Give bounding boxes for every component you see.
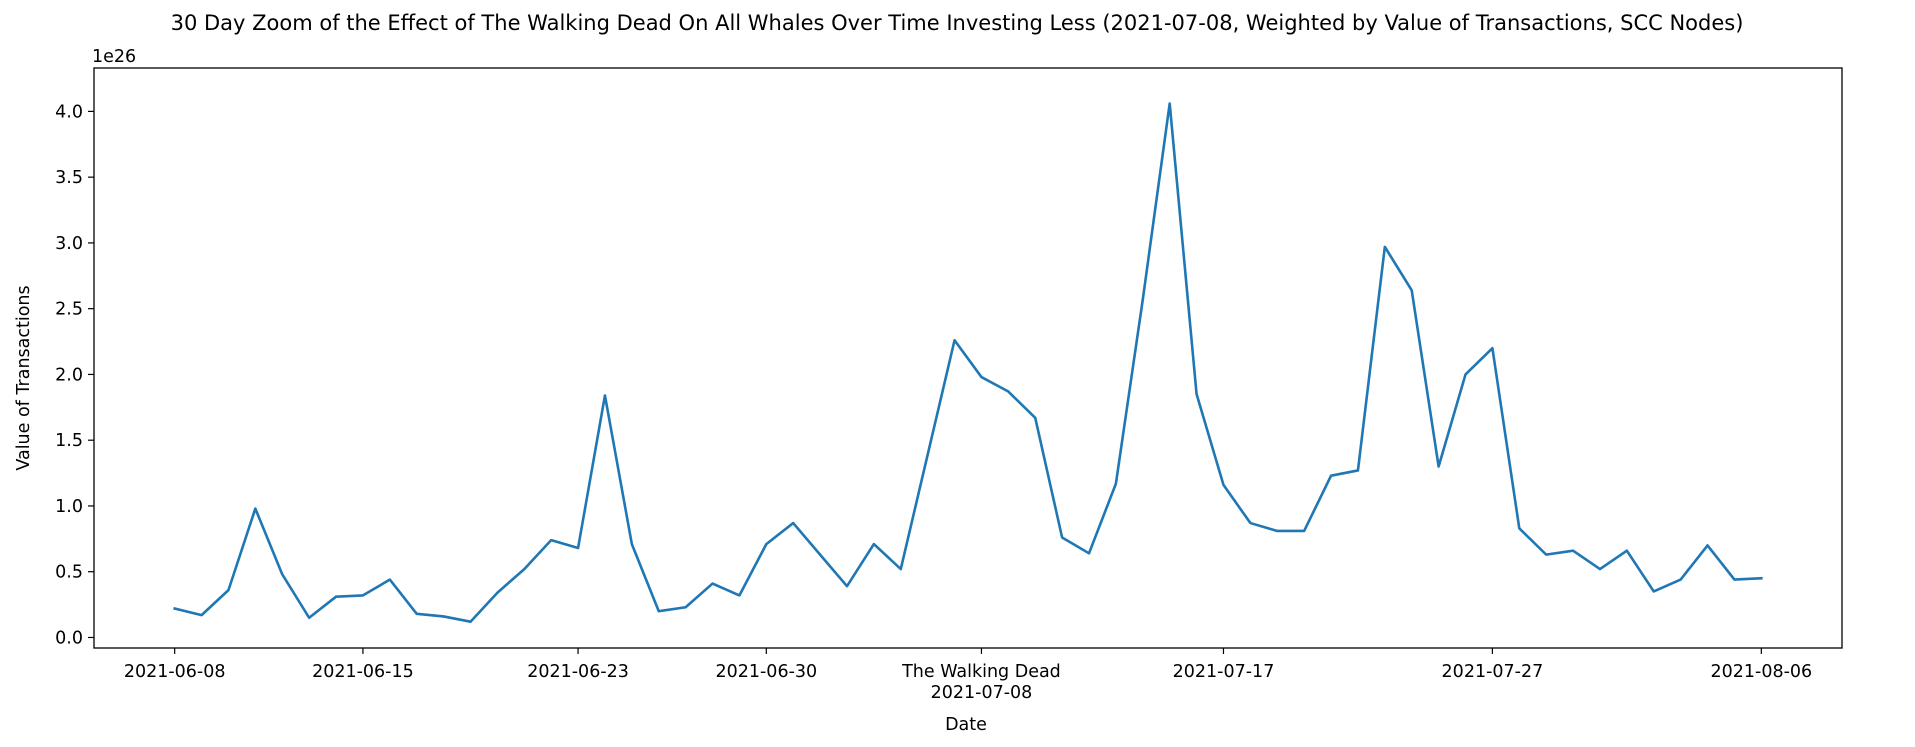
plot-frame bbox=[93, 67, 1843, 649]
y-axis: 0.0 0.5 1.0 1.5 2.0 2.5 3.0 3.5 4.0 bbox=[55, 102, 94, 648]
plot-area bbox=[173, 102, 1763, 624]
chart-title: 30 Day Zoom of the Effect of The Walking… bbox=[171, 11, 1744, 35]
y-tick-label: 2.0 bbox=[55, 365, 83, 385]
x-tick-label: 2021-06-30 bbox=[715, 662, 817, 682]
y-tick-label: 4.0 bbox=[55, 102, 83, 122]
x-tick-label: 2021-06-23 bbox=[527, 662, 629, 682]
x-tick-label: 2021-07-08 bbox=[931, 683, 1033, 703]
y-tick-label: 0.5 bbox=[55, 563, 83, 583]
y-axis-offset-label: 1e26 bbox=[92, 47, 136, 67]
y-tick-label: 0.0 bbox=[55, 628, 83, 648]
x-axis-label: Date bbox=[945, 715, 987, 735]
y-tick-label: 3.0 bbox=[55, 234, 83, 254]
y-axis-label: Value of Transactions bbox=[14, 285, 34, 470]
y-tick-label: 2.5 bbox=[55, 300, 83, 320]
x-tick-event-label: The Walking Dead bbox=[901, 662, 1061, 682]
x-tick-label: 2021-07-27 bbox=[1442, 662, 1544, 682]
x-tick-label: 2021-06-08 bbox=[124, 662, 226, 682]
x-tick-label: 2021-08-06 bbox=[1710, 662, 1812, 682]
y-tick-label: 1.0 bbox=[55, 497, 83, 517]
x-axis: 2021-06-08 2021-06-15 2021-06-23 2021-06-30… bbox=[124, 648, 1812, 703]
y-tick-label: 3.5 bbox=[55, 168, 83, 188]
x-tick-label: 2021-06-15 bbox=[312, 662, 414, 682]
series-line bbox=[173, 102, 1763, 624]
x-tick-label: 2021-07-17 bbox=[1173, 662, 1275, 682]
y-tick-label: 1.5 bbox=[55, 431, 83, 451]
